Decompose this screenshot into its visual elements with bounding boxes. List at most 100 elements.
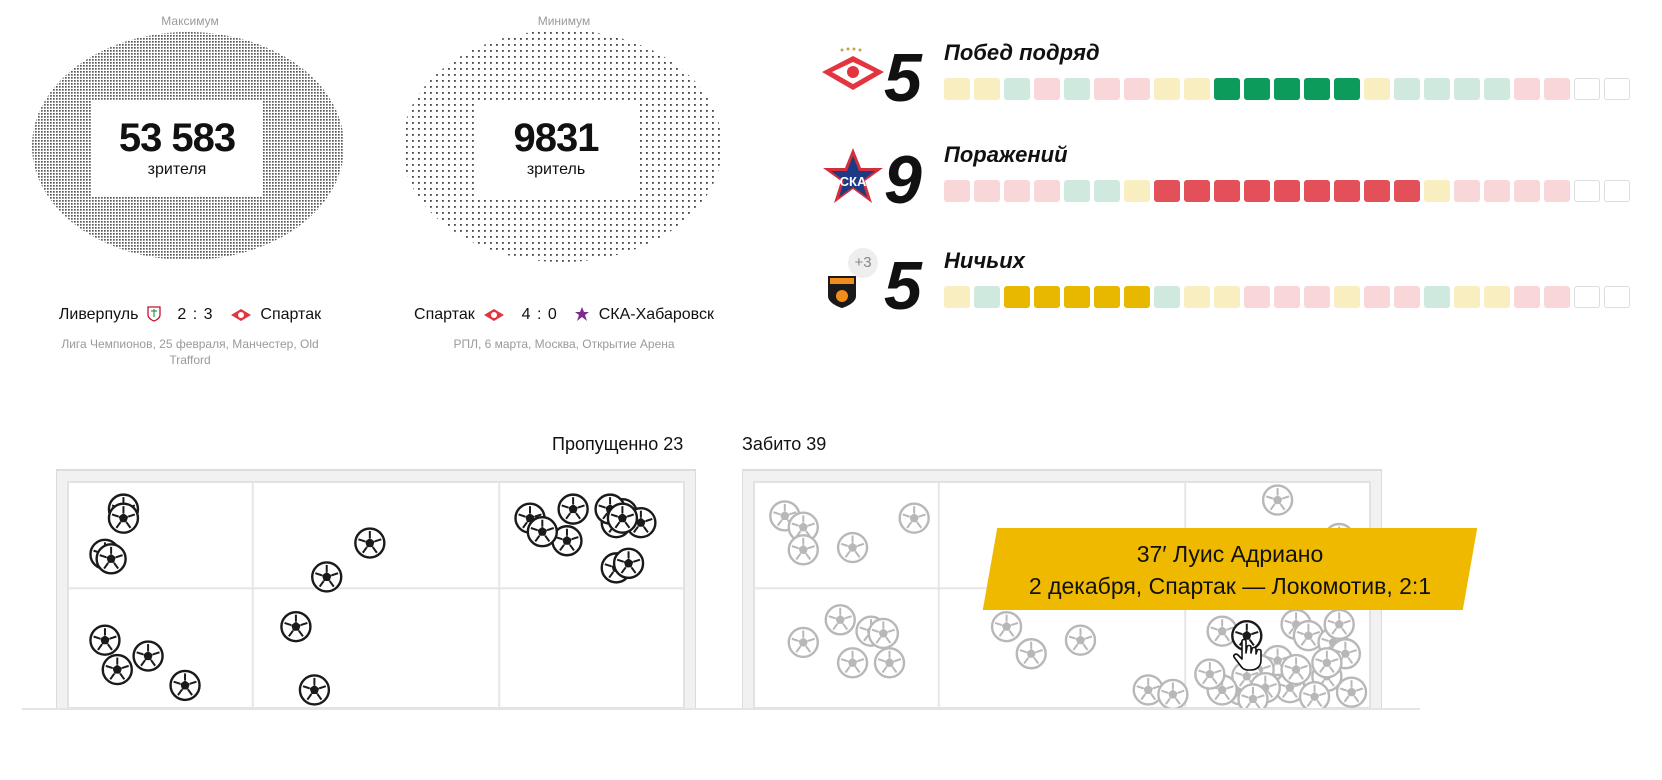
ball-icon[interactable]	[1335, 676, 1368, 708]
ball-icon[interactable]	[1298, 681, 1331, 708]
streak-cell	[1094, 286, 1120, 308]
ball-icon[interactable]	[169, 669, 201, 702]
streak-cell	[1574, 78, 1600, 100]
streak-cell	[1034, 78, 1060, 100]
streak-cell	[1244, 78, 1270, 100]
ball-icon[interactable]	[280, 610, 312, 643]
streak-cell	[1514, 78, 1540, 100]
away-team: Спартак	[260, 306, 322, 323]
ska-logo-icon: СКА	[823, 148, 883, 203]
streak-cell	[1244, 286, 1270, 308]
ball-icon[interactable]	[1237, 683, 1269, 708]
ball-icon[interactable]	[990, 610, 1023, 643]
streak-cell	[1544, 286, 1570, 308]
ball-icon[interactable]	[787, 534, 819, 566]
streak-cell	[1004, 180, 1030, 202]
streak-cell	[1184, 180, 1210, 202]
streak-cell	[1334, 286, 1360, 308]
ball-icon[interactable]	[873, 647, 906, 679]
streak-cell	[1394, 78, 1420, 100]
streak-cell	[1604, 180, 1630, 202]
streak-cell	[1484, 78, 1510, 100]
streak-cell	[1484, 286, 1510, 308]
match-score: 2 : 3	[177, 306, 214, 323]
home-team: Спартак	[414, 306, 475, 323]
ball-icon[interactable]	[107, 502, 140, 534]
spartak-logo-icon	[822, 47, 884, 90]
ball-icon[interactable]	[1064, 624, 1097, 656]
streak-cell	[1274, 180, 1300, 202]
ball-icon[interactable]	[1261, 484, 1294, 516]
streak-cell	[1094, 180, 1120, 202]
ball-icon[interactable]	[1311, 647, 1343, 679]
streak-cell	[1304, 180, 1330, 202]
ball-icon[interactable]	[824, 604, 856, 636]
ball-icon[interactable]	[1157, 678, 1189, 708]
ball-icon[interactable]	[526, 516, 559, 548]
ball-icon[interactable]	[354, 527, 386, 559]
ball-icon[interactable]	[89, 624, 121, 656]
ball-icon[interactable]	[298, 674, 331, 706]
streak-cell	[1394, 286, 1420, 308]
ball-icon[interactable]	[867, 617, 900, 650]
streak-label: Ничьих	[944, 248, 1025, 273]
streak-cell	[1424, 286, 1450, 308]
streak-cell	[1604, 78, 1630, 100]
match-line: Спартак 4 : 0 СКА-Хабаровск	[354, 306, 774, 324]
spartak-crest-icon	[230, 309, 251, 321]
ball-icon[interactable]	[836, 647, 869, 679]
streak-cell	[1124, 78, 1150, 100]
ball-icon[interactable]	[836, 531, 869, 564]
streak-cells	[944, 286, 1630, 308]
streak-count: 5	[884, 248, 922, 324]
streak-cell	[1574, 180, 1600, 202]
ball-icon[interactable]	[1280, 653, 1312, 686]
streak-cell	[1214, 286, 1240, 308]
streak-cells	[944, 78, 1630, 100]
streak-cell	[1154, 286, 1180, 308]
ball-icon[interactable]	[606, 502, 639, 534]
ball-icon[interactable]	[311, 561, 343, 593]
ball-icon[interactable]	[557, 493, 589, 525]
streak-cell	[1124, 180, 1150, 202]
streak-cell	[1304, 286, 1330, 308]
tooltip-match: 2 декабря, Спартак — Локомотив, 2:1	[1028, 573, 1432, 599]
extra-teams-badge: +3	[848, 248, 878, 278]
ground-line	[22, 708, 1420, 710]
ball-icon[interactable]	[95, 543, 127, 575]
streak-cell	[1364, 286, 1390, 308]
ball-icon[interactable]	[1194, 658, 1226, 690]
streak-cell	[1484, 180, 1510, 202]
ball-icon[interactable]	[101, 653, 133, 686]
attendance-card: 9831 зритель	[476, 100, 636, 196]
ball-icon[interactable]	[132, 640, 164, 672]
streak-cell	[1364, 78, 1390, 100]
attendance-value: 9831	[513, 116, 600, 160]
streak-cell	[1064, 78, 1090, 100]
ball-icon[interactable]	[551, 525, 583, 557]
streak-losses: СКА 9 Поражений	[820, 142, 1630, 228]
streak-cell	[1184, 286, 1210, 308]
streak-cells	[944, 180, 1630, 202]
match-line: Ливерпуль 2 : 3 Спартак	[0, 306, 400, 324]
streak-cell	[1394, 180, 1420, 202]
streak-cell	[1004, 286, 1030, 308]
streak-cell	[1034, 286, 1060, 308]
attendance-unit: зрителя	[147, 161, 207, 178]
streak-cell	[1154, 78, 1180, 100]
streak-cell	[1004, 78, 1030, 100]
streak-cell	[1274, 78, 1300, 100]
streak-label: Побед подряд	[944, 40, 1100, 65]
match-meta: РПЛ, 6 марта, Москва, Открытие Арена	[453, 337, 675, 351]
ball-icon[interactable]	[787, 626, 819, 659]
ball-icon[interactable]	[898, 502, 930, 534]
streak-cell	[944, 286, 970, 308]
attendance-card: 53 583 зрителя	[92, 100, 262, 196]
ball-icon[interactable]	[1323, 608, 1355, 641]
ball-icon[interactable]	[1015, 638, 1047, 670]
streak-cell	[1064, 286, 1090, 308]
streak-cell	[944, 180, 970, 202]
ball-icon[interactable]	[612, 547, 645, 580]
svg-text:СКА: СКА	[840, 174, 867, 189]
stadium-caption: Максимум	[161, 14, 219, 28]
